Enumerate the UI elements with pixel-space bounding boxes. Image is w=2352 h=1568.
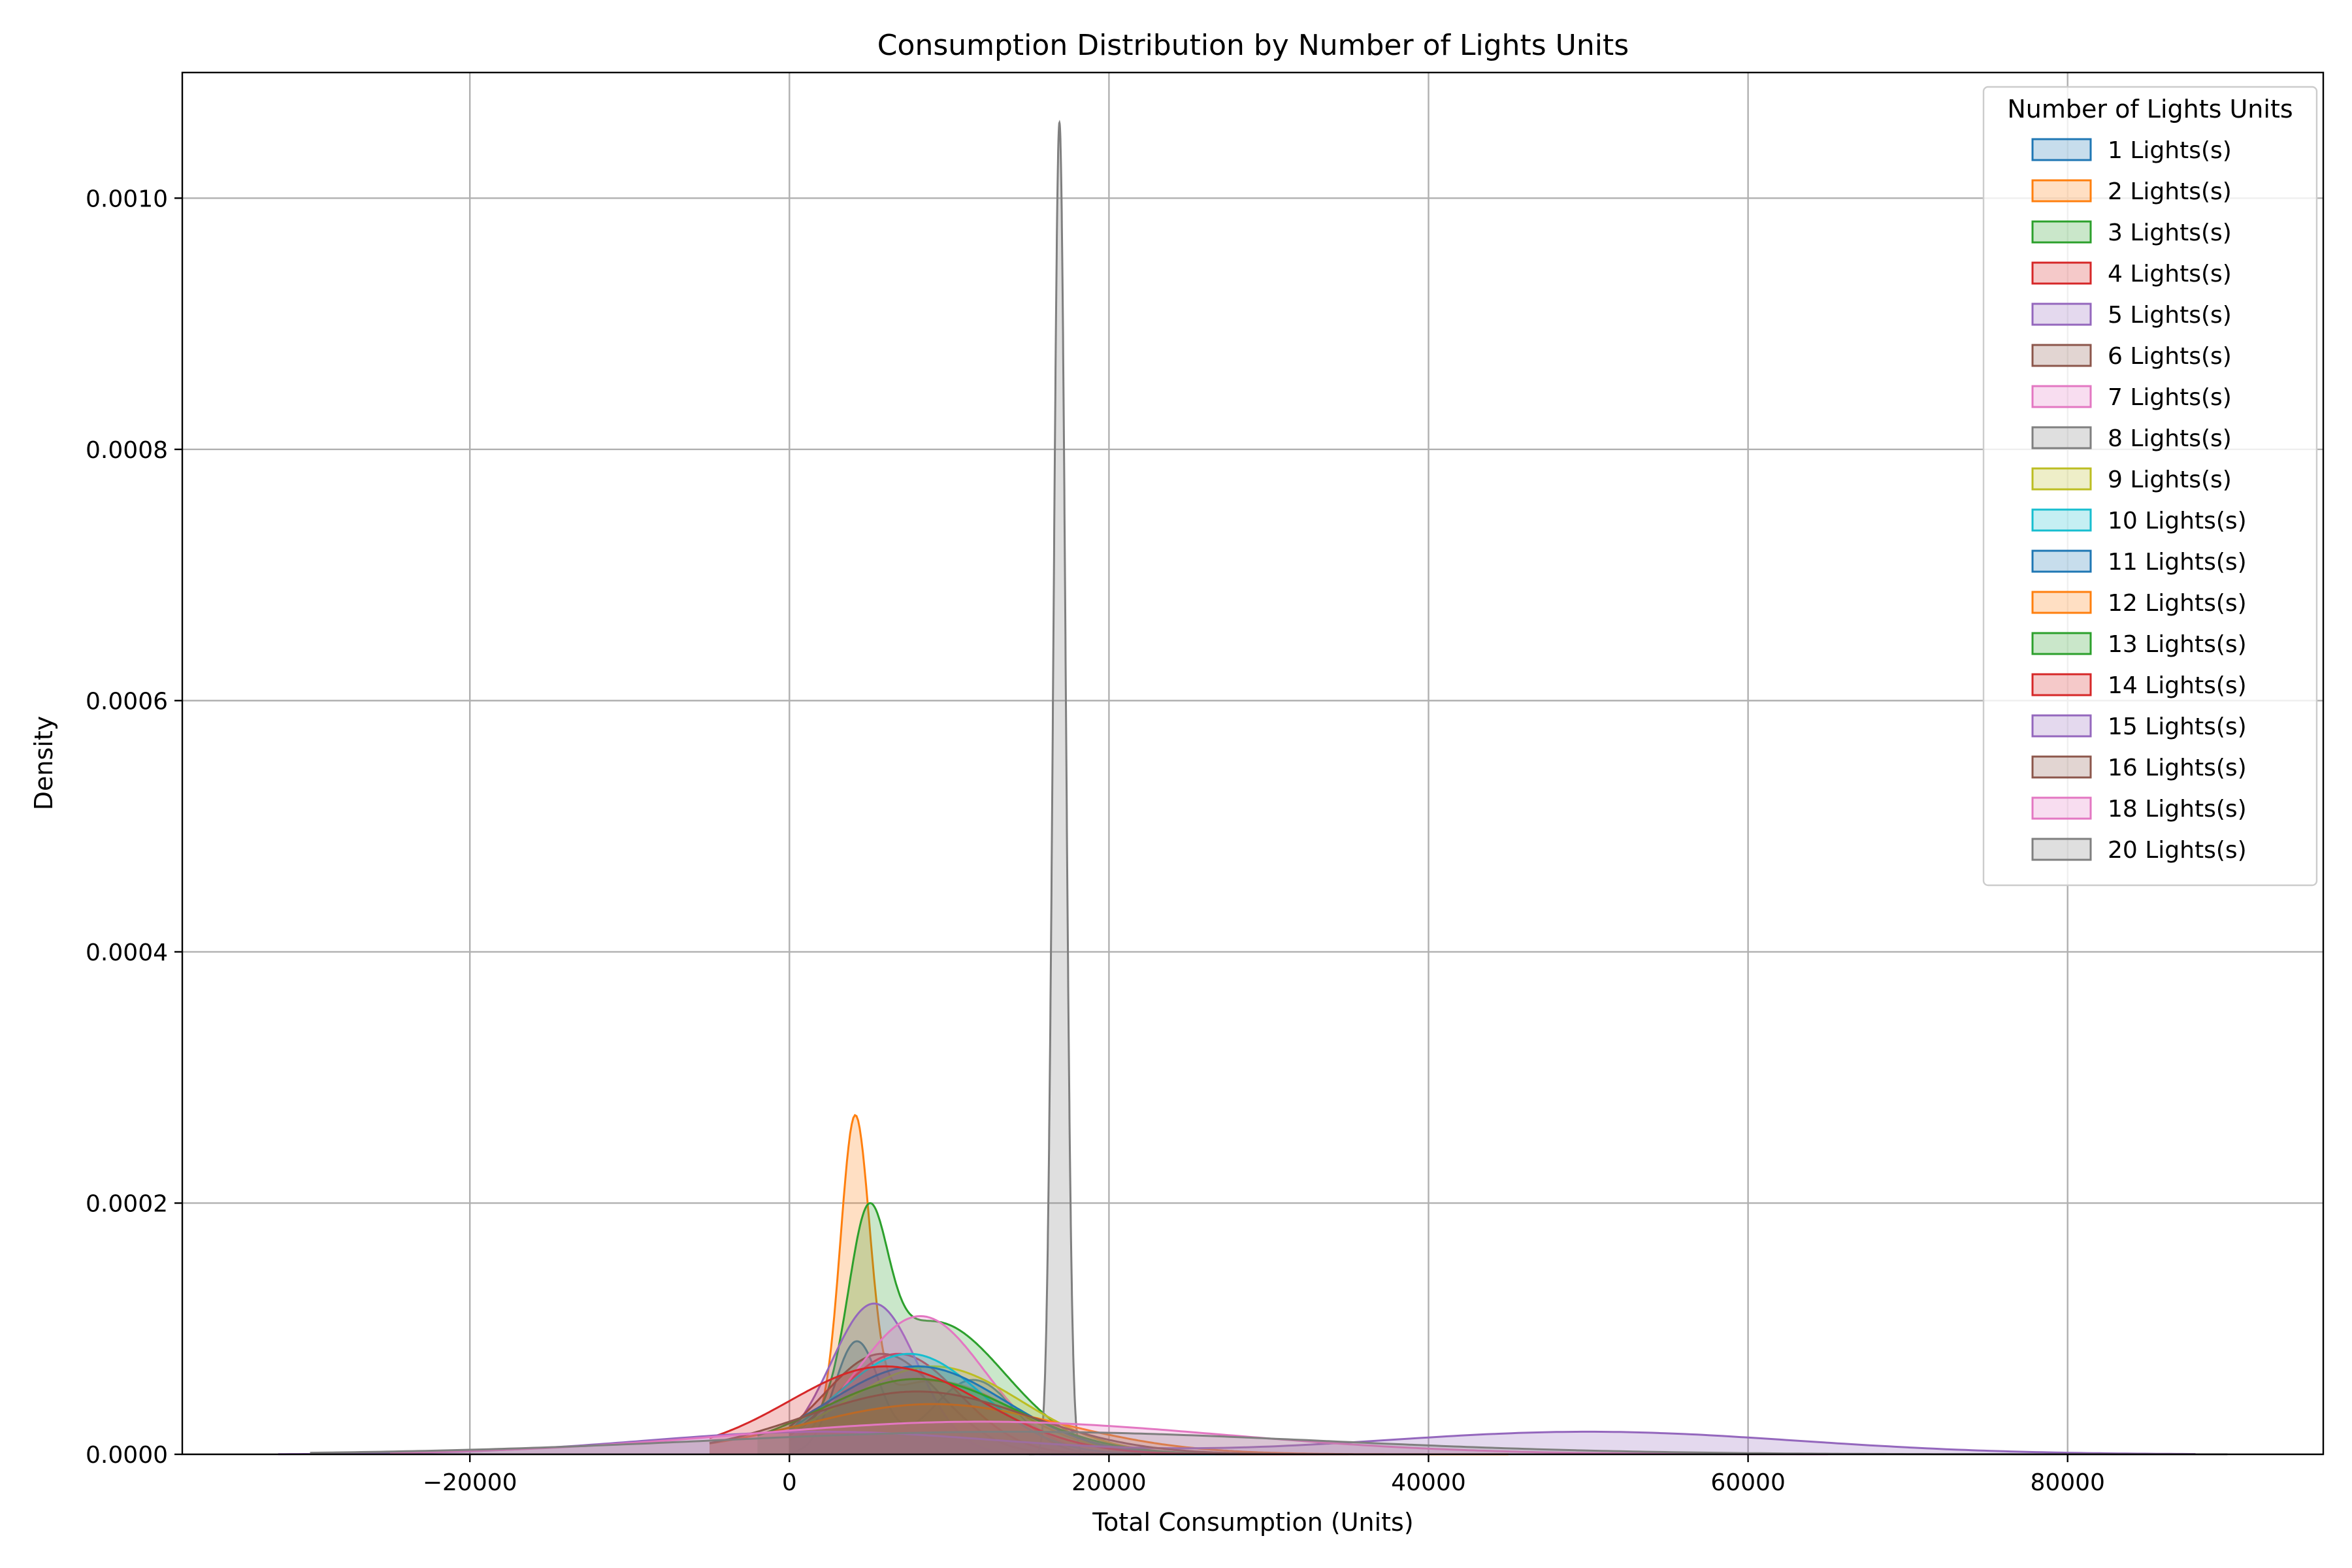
y-tick-label: 0.0002 bbox=[86, 1190, 168, 1217]
density-area-15-lights bbox=[278, 1431, 2196, 1454]
legend-item: 9 Lights(s) bbox=[2031, 466, 2232, 493]
legend-label: 6 Lights(s) bbox=[2108, 343, 2232, 370]
legend-label: 11 Lights(s) bbox=[2108, 549, 2247, 576]
legend-label: 18 Lights(s) bbox=[2108, 796, 2247, 823]
legend: Number of Lights Units 1 Lights(s) 2 Light… bbox=[1982, 86, 2318, 887]
y-tick-label: 0.0004 bbox=[86, 939, 168, 966]
legend-item: 13 Lights(s) bbox=[2031, 631, 2247, 658]
density-area-8-lights bbox=[1029, 122, 1085, 1454]
density-area-12-lights bbox=[710, 1404, 1509, 1454]
legend-item: 8 Lights(s) bbox=[2031, 425, 2232, 452]
y-axis-label: Density bbox=[29, 716, 58, 810]
legend-item: 7 Lights(s) bbox=[2031, 384, 2232, 411]
legend-item: 16 Lights(s) bbox=[2031, 755, 2247, 781]
legend-label: 15 Lights(s) bbox=[2108, 713, 2247, 740]
legend-label: 14 Lights(s) bbox=[2108, 672, 2247, 699]
legend-swatch bbox=[2031, 549, 2092, 573]
legend-item: 10 Lights(s) bbox=[2031, 508, 2247, 534]
legend-swatch bbox=[2031, 796, 2092, 820]
legend-swatch bbox=[2031, 755, 2092, 779]
x-tick-label: 40000 bbox=[1391, 1469, 1466, 1496]
legend-label: 20 Lights(s) bbox=[2108, 837, 2247, 864]
legend-swatch bbox=[2031, 591, 2092, 614]
legend-swatch bbox=[2031, 302, 2092, 326]
legend-item: 2 Lights(s) bbox=[2031, 178, 2232, 205]
y-tick-label: 0.0008 bbox=[86, 437, 168, 464]
legend-label: 10 Lights(s) bbox=[2108, 508, 2247, 534]
legend-label: 13 Lights(s) bbox=[2108, 631, 2247, 658]
legend-label: 8 Lights(s) bbox=[2108, 425, 2232, 452]
x-axis: −20000 0 20000 40000 60000 80000 bbox=[423, 1454, 2105, 1496]
legend-label: 9 Lights(s) bbox=[2108, 466, 2232, 493]
density-area-5-lights bbox=[789, 1303, 1141, 1454]
plot-frame bbox=[181, 71, 2325, 1456]
legend-swatch bbox=[2031, 220, 2092, 244]
x-axis-label: Total Consumption (Units) bbox=[1092, 1508, 1413, 1537]
density-area-18-lights bbox=[389, 1422, 1828, 1454]
legend-swatch bbox=[2031, 179, 2092, 203]
legend-swatch bbox=[2031, 632, 2092, 655]
legend-item: 20 Lights(s) bbox=[2031, 837, 2247, 864]
legend-item: 18 Lights(s) bbox=[2031, 796, 2247, 823]
legend-label: 1 Lights(s) bbox=[2108, 137, 2232, 164]
legend-swatch bbox=[2031, 838, 2092, 861]
legend-swatch bbox=[2031, 508, 2092, 532]
legend-item: 1 Lights(s) bbox=[2031, 137, 2232, 164]
density-line-8-lights bbox=[1029, 120, 1085, 1456]
legend-swatch bbox=[2031, 673, 2092, 696]
x-tick-label: −20000 bbox=[423, 1469, 517, 1496]
legend-item: 15 Lights(s) bbox=[2031, 713, 2247, 740]
legend-box bbox=[1982, 86, 2318, 887]
legend-label: 16 Lights(s) bbox=[2108, 755, 2247, 781]
density-area-4-lights bbox=[789, 1354, 1141, 1454]
density-area-10-lights bbox=[789, 1354, 1237, 1454]
legend-item: 5 Lights(s) bbox=[2031, 302, 2232, 329]
legend-label: 5 Lights(s) bbox=[2108, 302, 2232, 329]
y-axis: 0.0000 0.0002 0.0004 0.0006 0.0008 0.0010 bbox=[86, 186, 182, 1469]
density-area-16-lights bbox=[710, 1391, 1429, 1454]
legend-label: 3 Lights(s) bbox=[2108, 220, 2232, 246]
legend-label: 2 Lights(s) bbox=[2108, 178, 2232, 205]
legend-item: 11 Lights(s) bbox=[2031, 549, 2247, 576]
legend-label: 7 Lights(s) bbox=[2108, 384, 2232, 411]
legend-item: 14 Lights(s) bbox=[2031, 672, 2247, 699]
legend-swatch bbox=[2031, 467, 2092, 491]
x-tick-label: 80000 bbox=[2030, 1469, 2105, 1496]
legend-item: 3 Lights(s) bbox=[2031, 220, 2232, 246]
legend-swatch bbox=[2031, 261, 2092, 285]
legend-title: Number of Lights Units bbox=[2007, 95, 2293, 123]
legend-swatch bbox=[2031, 344, 2092, 367]
legend-swatch bbox=[2031, 385, 2092, 408]
y-tick-label: 0.0010 bbox=[86, 186, 168, 212]
legend-swatch bbox=[2031, 426, 2092, 449]
legend-swatch bbox=[2031, 138, 2092, 161]
legend-item: 6 Lights(s) bbox=[2031, 343, 2232, 370]
x-tick-label: 0 bbox=[782, 1469, 797, 1496]
gridlines bbox=[182, 73, 2323, 1456]
x-tick-label: 20000 bbox=[1071, 1469, 1147, 1496]
chart-title: Consumption Distribution by Number of Li… bbox=[877, 29, 1629, 62]
density-area-3-lights bbox=[789, 1203, 1189, 1454]
legend-swatch bbox=[2031, 714, 2092, 738]
legend-label: 12 Lights(s) bbox=[2108, 590, 2247, 617]
density-area-2-lights bbox=[789, 1115, 1269, 1454]
legend-label: 4 Lights(s) bbox=[2108, 261, 2232, 287]
x-tick-label: 60000 bbox=[1710, 1469, 1786, 1496]
y-tick-label: 0.0006 bbox=[86, 688, 168, 715]
y-tick-label: 0.0000 bbox=[86, 1442, 168, 1469]
legend-item: 4 Lights(s) bbox=[2031, 261, 2232, 287]
legend-item: 12 Lights(s) bbox=[2031, 590, 2247, 617]
density-area-7-lights bbox=[789, 1316, 1205, 1454]
density-area-6-lights bbox=[789, 1354, 1141, 1454]
